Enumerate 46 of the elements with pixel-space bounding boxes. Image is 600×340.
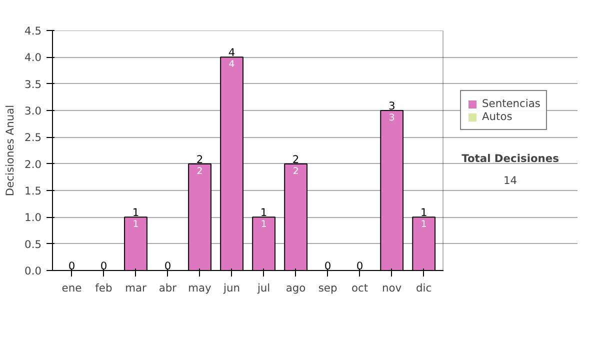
total-label: 0 — [164, 260, 172, 272]
total-label: 0 — [324, 260, 332, 272]
x-tick-label: mar — [125, 282, 147, 294]
y-tick-label: 2.0 — [24, 158, 42, 171]
text: Total Decisiones — [462, 152, 559, 165]
x-tick-label: may — [188, 282, 212, 294]
x-tick-label: feb — [95, 282, 112, 294]
y-tick-label: 4.0 — [24, 51, 42, 64]
x-tick-label: ene — [62, 282, 82, 294]
total-label: 1 — [260, 206, 268, 220]
y-tick-label: 4.5 — [24, 24, 42, 38]
data-label: 1 — [132, 219, 139, 230]
total-label: 0 — [100, 260, 108, 272]
y-axis-title: Decisiones Anual — [4, 104, 17, 196]
x-tick-label: abr — [158, 282, 178, 294]
data-label: 2 — [292, 166, 299, 177]
total-label: 0 — [68, 260, 76, 272]
x-tick-label: ago — [286, 282, 306, 294]
x-tick-label: sep — [318, 282, 338, 294]
total-label: 0 — [356, 260, 364, 272]
y-tick-label: 0.0 — [24, 264, 42, 278]
total-label: 1 — [420, 206, 428, 220]
x-tick-label: dic — [416, 282, 432, 294]
x-tick-label: jul — [256, 282, 270, 294]
data-label: 2 — [196, 166, 203, 177]
y-tick-label: 2.5 — [24, 131, 42, 144]
text: 14 — [503, 174, 518, 188]
data-label: 1 — [260, 219, 267, 230]
y-tick-label: 3.5 — [24, 78, 42, 91]
y-tick-label: 1.5 — [24, 184, 42, 198]
x-tick-label: nov — [382, 282, 402, 294]
total-label: 1 — [132, 206, 140, 220]
y-tick-label: 0.5 — [24, 238, 42, 251]
data-label: 1 — [420, 219, 427, 230]
legend-label: Sentencias — [482, 97, 540, 110]
total-label: 3 — [388, 100, 396, 112]
y-tick-label: 3.0 — [24, 104, 42, 118]
total-label: 2 — [292, 152, 300, 166]
data-label: 4 — [228, 59, 235, 70]
y-tick-label: 1.0 — [24, 211, 42, 224]
total-label: 2 — [196, 152, 204, 166]
x-tick-label: oct — [352, 282, 368, 294]
legend-label: Autos — [482, 110, 512, 123]
data-label: 3 — [388, 112, 395, 124]
x-tick-label: jun — [222, 282, 240, 294]
total-label: 4 — [228, 46, 236, 60]
